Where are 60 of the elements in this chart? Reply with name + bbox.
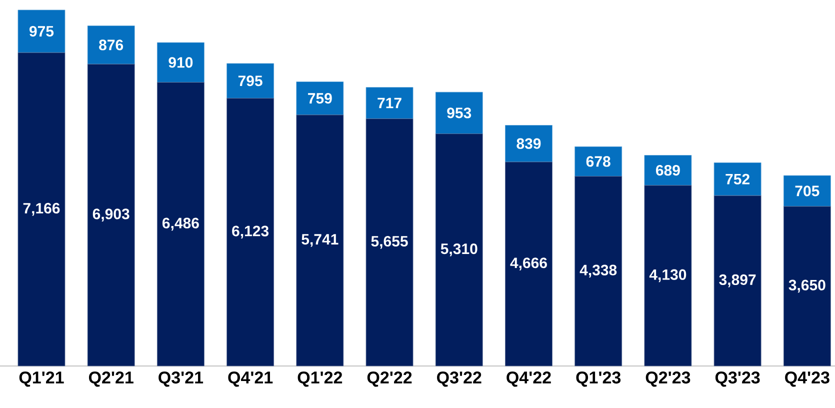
x-tick-label: Q2'22 bbox=[367, 372, 412, 387]
data-label: 4,130 bbox=[649, 269, 686, 282]
data-label: 3,650 bbox=[788, 280, 826, 293]
data-label: 689 bbox=[656, 165, 680, 176]
data-label: 876 bbox=[99, 40, 124, 50]
x-tick-label: Q1'22 bbox=[298, 372, 342, 387]
x-tick-label: Q2'23 bbox=[646, 372, 690, 387]
bar bbox=[18, 52, 66, 366]
data-label: 717 bbox=[378, 98, 402, 108]
data-label: 6,123 bbox=[232, 226, 269, 239]
data-label: 839 bbox=[516, 138, 541, 149]
data-label: 6,486 bbox=[162, 218, 199, 231]
bar bbox=[226, 63, 274, 98]
bar bbox=[366, 118, 414, 366]
data-label: 752 bbox=[726, 174, 750, 184]
data-label: 705 bbox=[795, 186, 820, 196]
bar bbox=[644, 155, 692, 186]
data-label: 953 bbox=[447, 108, 472, 118]
data-label: 5,310 bbox=[440, 243, 478, 256]
data-label: 910 bbox=[168, 57, 193, 68]
data-label: 975 bbox=[29, 26, 54, 37]
data-label: 795 bbox=[238, 76, 262, 86]
x-tick-label: Q3'21 bbox=[158, 372, 204, 387]
bar bbox=[296, 82, 344, 116]
x-tick-label: Q3'22 bbox=[437, 372, 482, 387]
bar bbox=[435, 92, 483, 134]
data-label: 678 bbox=[586, 156, 610, 167]
data-label: 759 bbox=[308, 93, 332, 104]
bar bbox=[226, 98, 274, 366]
bar bbox=[87, 64, 135, 366]
data-label: 5,741 bbox=[302, 234, 338, 247]
data-label: 4,338 bbox=[580, 264, 617, 278]
bar bbox=[87, 26, 135, 64]
bar bbox=[714, 195, 762, 366]
x-tick-label: Q1'23 bbox=[576, 372, 621, 387]
bar bbox=[505, 162, 552, 366]
bar bbox=[157, 42, 204, 83]
bar bbox=[366, 87, 414, 119]
bar bbox=[18, 10, 66, 53]
bar bbox=[435, 134, 483, 366]
bar bbox=[505, 125, 552, 162]
data-label: 6,903 bbox=[92, 208, 130, 222]
bar bbox=[296, 114, 344, 366]
x-tick-label: Q2'21 bbox=[88, 372, 134, 387]
data-label: 3,897 bbox=[719, 274, 756, 288]
x-tick-label: Q4'22 bbox=[506, 372, 551, 387]
bar bbox=[574, 176, 622, 366]
bar bbox=[574, 146, 622, 176]
x-tick-label: Q1'21 bbox=[19, 372, 64, 387]
data-label: 7,166 bbox=[23, 202, 60, 216]
bar bbox=[714, 162, 762, 196]
x-tick-label: Q4'21 bbox=[228, 372, 273, 387]
bar bbox=[783, 175, 831, 207]
bar bbox=[783, 206, 831, 366]
x-tick-label: Q4'23 bbox=[785, 372, 830, 387]
x-tick-label: Q3'23 bbox=[715, 372, 760, 387]
bar bbox=[644, 185, 692, 366]
data-label: 5,655 bbox=[371, 236, 408, 249]
bar bbox=[157, 82, 204, 366]
data-label: 4,666 bbox=[510, 258, 547, 270]
